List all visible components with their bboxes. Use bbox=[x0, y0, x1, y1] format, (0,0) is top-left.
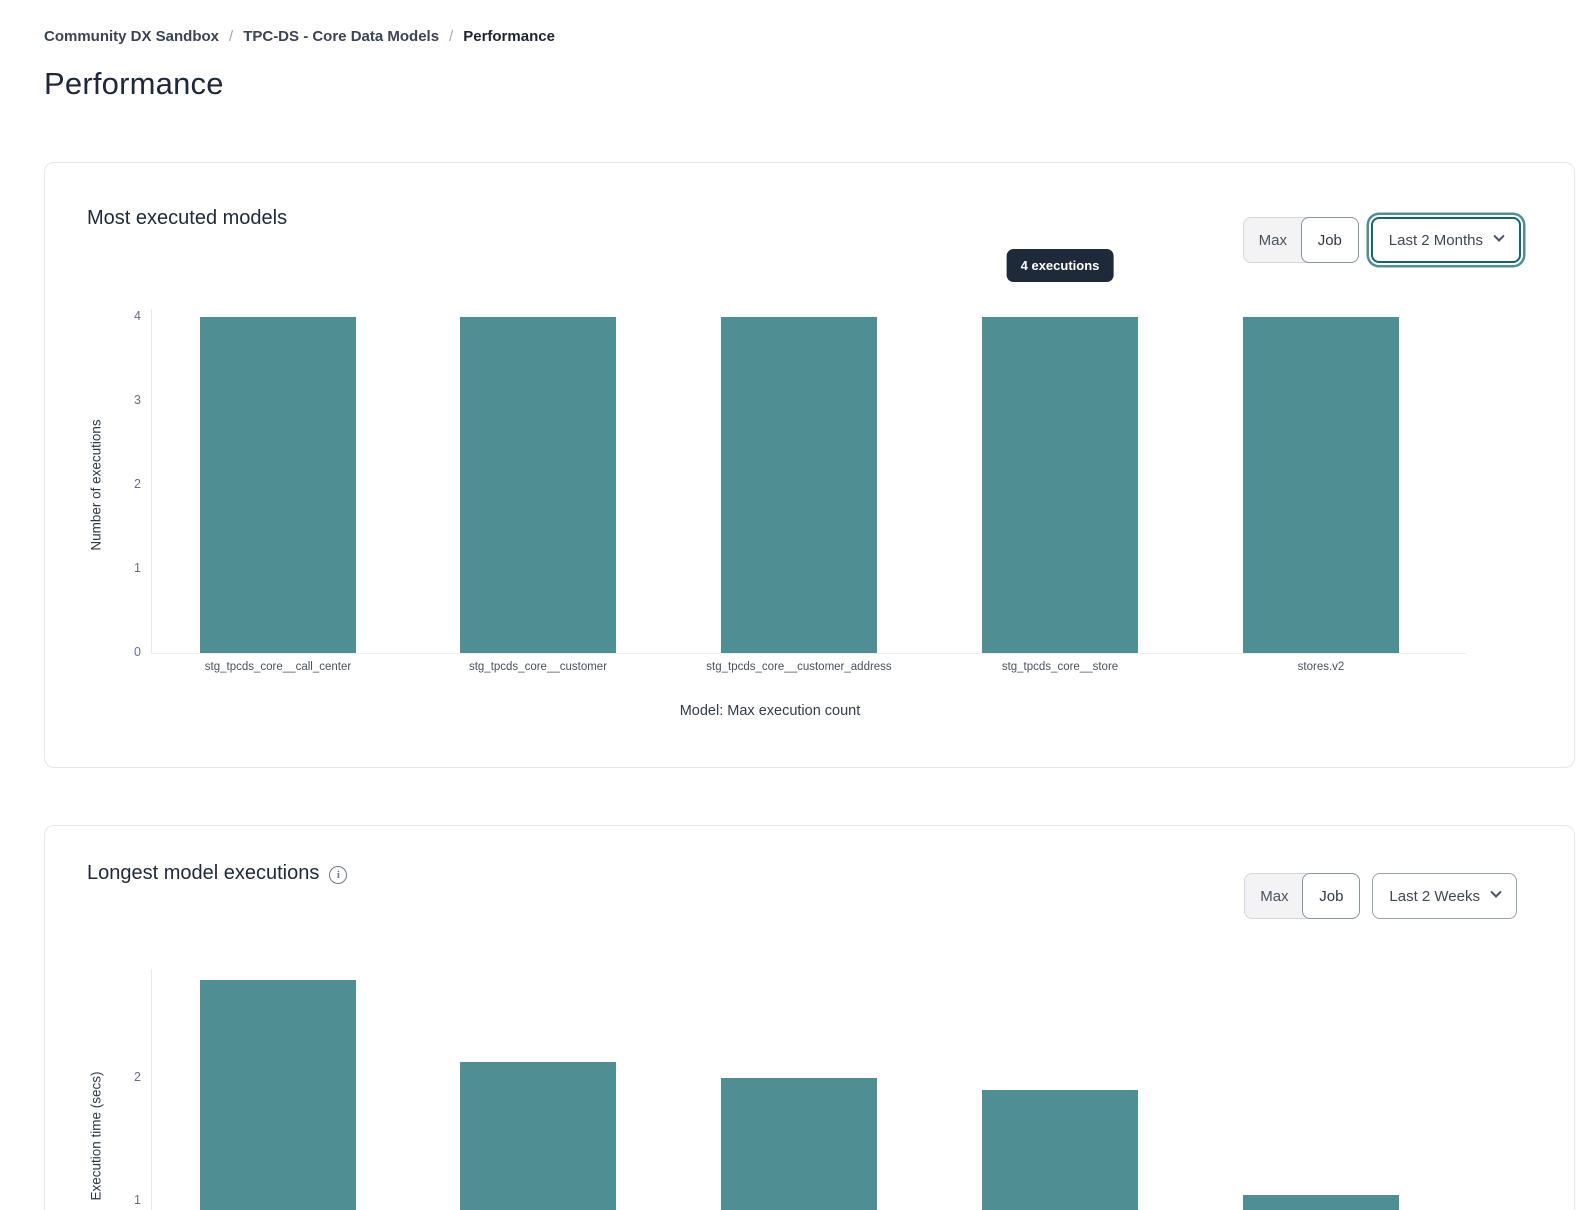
most-executed-models-chart: 0 1 2 3 4 stg_tpcds_core__call_center stg_tpcd… bbox=[45, 163, 1574, 767]
breadcrumb-item-performance: Performance bbox=[463, 28, 555, 45]
chart1-time-range-dropdown[interactable]: Last 2 Months bbox=[1370, 217, 1521, 263]
chart1-time-range-value: Last 2 Months bbox=[1388, 231, 1483, 249]
y-axis-tick-label: 0 bbox=[134, 645, 141, 659]
bar[interactable] bbox=[721, 317, 877, 653]
chart1-max-job-toggle: Max Job bbox=[1242, 217, 1359, 263]
breadcrumb-separator: / bbox=[229, 28, 234, 45]
bar[interactable] bbox=[982, 317, 1138, 653]
bar[interactable] bbox=[200, 979, 356, 1210]
chart1-job-toggle-button[interactable]: Job bbox=[1300, 217, 1359, 263]
bar[interactable] bbox=[460, 1062, 616, 1210]
breadcrumb-item-project[interactable]: TPC-DS - Core Data Models bbox=[243, 28, 440, 45]
x-category-label: stg_tpcds_core__customer_address bbox=[706, 661, 892, 673]
longest-model-executions-label: Longest model executions bbox=[87, 862, 320, 884]
breadcrumb: Community DX Sandbox / TPC-DS - Core Dat… bbox=[44, 28, 555, 45]
bar[interactable] bbox=[982, 1090, 1138, 1210]
y-axis-tick-label: 1 bbox=[134, 561, 141, 575]
info-icon[interactable]: i bbox=[329, 865, 348, 884]
breadcrumb-item-account[interactable]: Community DX Sandbox bbox=[44, 28, 220, 45]
x-category-label: stg_tpcds_core__store bbox=[1001, 661, 1119, 673]
y-axis-tick-label: 1 bbox=[134, 1193, 141, 1207]
chart2-controls: Max Job Last 2 Weeks bbox=[1244, 873, 1517, 919]
chart2-time-range-dropdown[interactable]: Last 2 Weeks bbox=[1372, 873, 1517, 919]
y-axis-tick-label: 2 bbox=[134, 477, 141, 491]
bar[interactable] bbox=[721, 1078, 877, 1210]
bar[interactable] bbox=[200, 317, 356, 653]
chart1-tooltip: 4 executions bbox=[1006, 249, 1114, 282]
y-axis-tick-label: 4 bbox=[134, 309, 141, 323]
y-axis-tick-label: 3 bbox=[134, 393, 141, 407]
chart2-max-job-toggle: Max Job bbox=[1244, 873, 1361, 919]
x-category-label: stores.v2 bbox=[1297, 661, 1345, 673]
chart2-job-toggle-button[interactable]: Job bbox=[1302, 873, 1361, 919]
chart2-max-toggle-button[interactable]: Max bbox=[1245, 874, 1303, 918]
y-axis-line bbox=[151, 309, 152, 653]
x-category-label: stg_tpcds_core__customer bbox=[468, 661, 608, 673]
page-title: Performance bbox=[44, 66, 224, 101]
chart1-x-axis-title: Model: Max execution count bbox=[679, 703, 861, 719]
most-executed-models-card: Most executed models Max Job Last 2 Mont… bbox=[44, 162, 1575, 768]
bar[interactable] bbox=[1243, 1194, 1399, 1210]
y-axis-tick-label: 2 bbox=[134, 1070, 141, 1084]
chart1-max-toggle-button[interactable]: Max bbox=[1244, 218, 1302, 262]
longest-model-executions-title: Longest model executions i bbox=[87, 862, 348, 885]
y-axis-line bbox=[151, 969, 152, 1210]
x-category-label: stg_tpcds_core__call_center bbox=[204, 661, 352, 673]
breadcrumb-separator: / bbox=[449, 28, 454, 45]
bar[interactable] bbox=[460, 317, 616, 653]
longest-model-executions-card: Longest model executions i Max Job Last … bbox=[44, 825, 1575, 1210]
bar[interactable] bbox=[1243, 317, 1399, 653]
x-axis-line bbox=[151, 653, 1466, 654]
chart1-controls: Max Job Last 2 Months bbox=[1242, 217, 1521, 263]
chart2-time-range-value: Last 2 Weeks bbox=[1389, 887, 1480, 905]
most-executed-models-title: Most executed models bbox=[87, 207, 288, 229]
